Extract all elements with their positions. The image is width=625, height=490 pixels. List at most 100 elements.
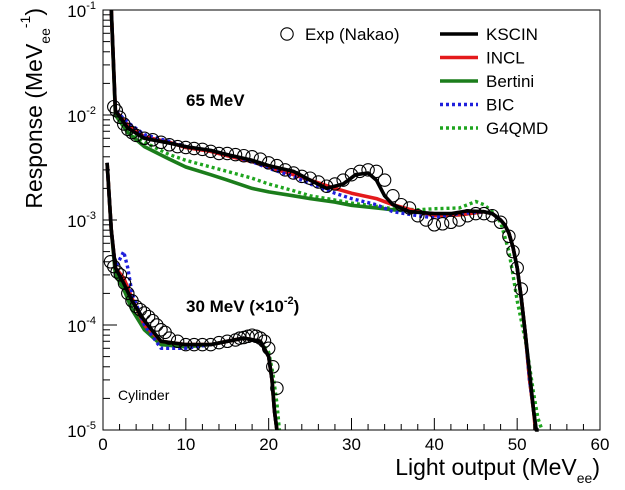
exp-point-65-mev-50 [493,215,508,230]
exp-point-65-mev-43 [435,217,450,231]
y-tick-label: 10-2 [67,105,96,126]
exp-point-65-mev-29 [319,179,334,193]
exp-point-65-mev-28 [311,175,326,189]
exp-point-65-mev-52 [506,244,520,259]
annotation-30mev: 30 MeV (×10-2) [186,295,299,316]
exp-point-30-mev-9 [137,306,152,320]
exp-point-65-mev-27 [303,171,317,185]
exp-point-65-mev-6 [129,128,143,143]
legend-label-exp: Exp (Nakao) [305,25,399,44]
exp-point-65-mev-53 [510,261,524,275]
exp-point-65-mev-18 [228,147,243,162]
y-axis-title: Response (MeVee-1) [17,8,53,209]
legend-label-bertini: Bertini [486,72,534,91]
exp-point-65-mev-22 [261,156,276,170]
axis-ticks [102,9,601,431]
exp-point-65-mev-17 [220,146,235,161]
exp-point-65-mev-45 [452,213,466,227]
exp-point-30-mev-33 [270,381,284,395]
exp-point-30-mev-19 [195,337,210,352]
x-tick-label: 50 [508,435,527,454]
exp-point-30-mev-10 [141,309,156,324]
legend: Exp (Nakao) KSCIN INCL Bertini BIC G4QMD [280,25,548,138]
annotation-65mev: 65 MeV [186,91,245,110]
series-kscin-30-mev [105,162,279,431]
exp-point-30-mev-32 [266,360,280,374]
exp-point-30-mev-12 [150,318,164,332]
exp-point-30-mev-21 [212,335,226,350]
exp-point-65-mev-14 [195,142,210,157]
exp-point-65-mev-15 [203,144,218,159]
exp-point-30-mev-30 [257,334,272,349]
exp-point-30-mev-24 [232,331,247,345]
exp-point-65-mev-0 [107,99,121,114]
exp-point-65-mev-2 [112,110,127,125]
exp-point-30-mev-29 [253,331,268,345]
exp-point-65-mev-44 [444,215,458,230]
y-tick-label: 10-5 [67,420,96,441]
x-tick-label: 20 [259,435,278,454]
exp-point-65-mev-25 [286,166,301,180]
exp-point-65-mev-36 [377,173,392,187]
annotation-geometry: Cylinder [118,387,170,403]
exp-point-65-mev-1 [109,103,124,118]
y-tick-label: 10-1 [67,0,96,21]
exp-point-65-mev-20 [245,150,259,164]
exp-point-65-mev-26 [295,169,309,184]
exp-point-65-mev-7 [137,131,152,146]
experimental-points [103,99,529,395]
exp-point-65-mev-30 [328,177,342,191]
exp-point-65-mev-40 [411,208,425,223]
exp-point-30-mev-16 [170,334,185,349]
exp-point-65-mev-35 [369,164,384,179]
exp-point-65-mev-32 [344,167,359,182]
exp-point-30-mev-22 [220,334,235,349]
exp-point-65-mev-11 [170,139,185,154]
exp-point-65-mev-51 [502,229,516,244]
exp-point-30-mev-17 [179,337,193,352]
exp-point-65-mev-8 [145,133,160,147]
exp-point-65-mev-19 [237,148,251,163]
exp-point-30-mev-8 [133,302,148,317]
exp-point-30-mev-7 [129,299,143,314]
exp-point-30-mev-3 [113,268,128,282]
x-axis-title: Light output (MeVee) [395,454,600,486]
x-tick-label: 10 [176,435,195,454]
legend-label-kscin: KSCIN [486,25,538,44]
exp-point-30-mev-4 [117,276,132,290]
exp-point-65-mev-39 [402,201,417,215]
exp-point-65-mev-21 [253,152,268,166]
exp-point-65-mev-10 [162,138,177,152]
exp-point-30-mev-2 [110,265,124,279]
exp-point-65-mev-38 [394,197,408,212]
x-tick-label: 40 [425,435,444,454]
exp-point-65-mev-23 [270,158,284,173]
exp-point-65-mev-5 [125,125,139,140]
exp-point-65-mev-33 [353,164,367,179]
exp-point-65-mev-24 [278,163,292,177]
exp-point-30-mev-13 [154,323,168,337]
y-tick-label: 10-4 [67,315,96,336]
legend-label-bic: BIC [486,96,514,115]
legend-label-incl: INCL [486,49,525,68]
legend-marker-exp [280,27,294,41]
exp-point-30-mev-11 [145,313,160,328]
exp-point-30-mev-18 [187,337,201,352]
exp-point-65-mev-16 [212,146,226,161]
exp-point-30-mev-5 [121,286,135,301]
x-tick-label: 30 [342,435,361,454]
exp-point-65-mev-49 [485,208,500,223]
x-tick-label: 0 [98,435,107,454]
exp-point-30-mev-31 [261,341,276,356]
exp-point-65-mev-12 [179,140,193,155]
exp-point-30-mev-20 [203,337,218,352]
exp-point-65-mev-48 [477,206,491,221]
legend-label-g4qmd: G4QMD [486,119,548,138]
tick-labels: 0 10 20 30 40 50 60 10-5 10-4 10-3 10-2 10-1 [67,0,609,454]
exp-point-65-mev-34 [361,163,375,177]
x-tick-label: 60 [591,435,610,454]
exp-point-65-mev-47 [469,206,483,221]
y-tick-label: 10-3 [67,210,96,231]
exp-point-65-mev-13 [187,141,201,156]
